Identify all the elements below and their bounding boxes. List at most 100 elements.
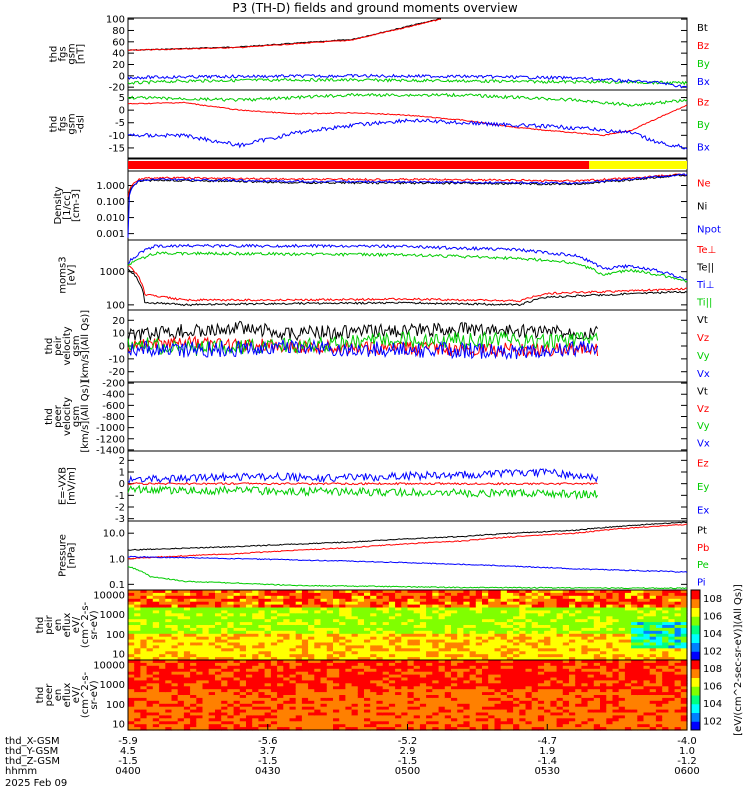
heatmap-cell <box>581 645 589 649</box>
heatmap-cell <box>550 619 558 623</box>
heatmap-cell <box>289 692 297 696</box>
heatmap-cell <box>606 590 614 594</box>
heatmap-cell <box>550 639 558 644</box>
heatmap-cell <box>376 695 384 699</box>
heatmap-cell <box>364 674 371 679</box>
heatmap-cell <box>221 712 228 716</box>
heatmap-cell <box>202 627 210 632</box>
heatmap-cell <box>376 590 384 594</box>
heatmap-cell <box>569 700 576 705</box>
heatmap-cell <box>637 651 645 655</box>
heatmap-cell <box>482 592 489 597</box>
heatmap-cell <box>351 668 359 673</box>
heatmap-cell <box>618 665 626 670</box>
heatmap-cell <box>215 607 222 611</box>
heatmap-cell <box>395 636 402 641</box>
ytick-label-10-3: 10000 <box>93 660 125 671</box>
heatmap-cell <box>208 700 216 705</box>
heatmap-cell <box>270 697 278 702</box>
heatmap-cell <box>326 692 334 696</box>
heatmap-cell <box>637 695 645 699</box>
heatmap-cell <box>407 721 415 725</box>
heatmap-cell <box>438 677 446 681</box>
heatmap-cell <box>544 703 551 708</box>
heatmap-cell <box>146 648 154 652</box>
heatmap-cell <box>190 630 197 635</box>
heatmap-cell <box>388 706 396 711</box>
heatmap-cell <box>618 703 626 708</box>
ytick-label-10-2: 1000 <box>100 680 125 691</box>
heatmap-cell <box>506 604 514 609</box>
heatmap-cell <box>246 639 253 644</box>
heatmap-cell <box>407 668 415 673</box>
heatmap-cell <box>444 671 452 676</box>
heatmap-cell <box>506 625 514 629</box>
heatmap-cell <box>668 695 676 699</box>
heatmap-cell <box>333 718 340 722</box>
heatmap-cell <box>364 648 371 652</box>
heatmap-cell <box>215 727 222 731</box>
col-x-3: -4.7 <box>537 736 557 747</box>
heatmap-cell <box>134 616 141 620</box>
heatmap-cell <box>128 622 135 626</box>
heatmap-cell <box>227 627 235 632</box>
heatmap-cell <box>419 619 427 623</box>
heatmap-cell <box>606 645 614 649</box>
heatmap-cell <box>581 642 589 646</box>
heatmap-cell <box>600 619 607 623</box>
heatmap-cell <box>525 625 533 629</box>
heatmap-cell <box>128 610 135 614</box>
heatmap-cell <box>662 697 669 702</box>
heatmap-cell <box>382 718 390 722</box>
heatmap-cell <box>357 601 365 606</box>
heatmap-cell <box>463 703 471 708</box>
heatmap-cell <box>345 712 353 716</box>
heatmap-cell <box>407 636 415 641</box>
heatmap-cell <box>519 665 527 670</box>
heatmap-cell <box>165 692 173 696</box>
heatmap-cell <box>544 692 551 696</box>
heatmap-cell <box>301 674 309 679</box>
heatmap-cell <box>183 695 191 699</box>
heatmap-cell <box>537 660 545 664</box>
heatmap-cell <box>239 590 247 594</box>
heatmap-cell <box>264 662 272 667</box>
heatmap-cell <box>227 703 235 708</box>
heatmap-cell <box>134 692 141 696</box>
heatmap-cell <box>339 718 346 722</box>
heatmap-cell <box>624 601 632 606</box>
heatmap-cell <box>301 592 309 597</box>
legend-7-0: Ez <box>697 459 709 470</box>
heatmap-cell <box>624 657 632 661</box>
heatmap-cell <box>469 622 477 626</box>
heatmap-cell <box>643 703 651 708</box>
heatmap-cell <box>482 709 489 714</box>
heatmap-cell <box>196 695 204 699</box>
heatmap-cell <box>494 657 502 661</box>
heatmap-cell <box>152 689 160 693</box>
heatmap-cell <box>593 613 601 617</box>
heatmap-cell <box>314 595 322 600</box>
heatmap-cell <box>618 727 626 731</box>
heatmap-cell <box>637 692 645 696</box>
heatmap-cell <box>612 625 620 629</box>
heatmap-cell <box>494 686 502 690</box>
heatmap-cell <box>376 671 384 676</box>
heatmap-cell <box>171 601 179 606</box>
heatmap-cell <box>537 633 545 638</box>
series-4-ti <box>127 243 688 282</box>
heatmap-cell <box>314 715 322 719</box>
heatmap-cell <box>283 648 291 652</box>
heatmap-cell <box>637 703 645 708</box>
heatmap-cell <box>674 601 682 606</box>
heatmap-cell <box>320 689 328 693</box>
heatmap-cell <box>482 604 489 609</box>
heatmap-cell <box>388 636 396 641</box>
heatmap-cell <box>264 683 272 687</box>
heatmap-cell <box>469 706 477 711</box>
heatmap-cell <box>159 651 166 655</box>
heatmap-cell <box>289 683 297 687</box>
heatmap-cell <box>463 590 471 594</box>
heatmap-cell <box>419 712 427 716</box>
heatmap-cell <box>519 718 527 722</box>
